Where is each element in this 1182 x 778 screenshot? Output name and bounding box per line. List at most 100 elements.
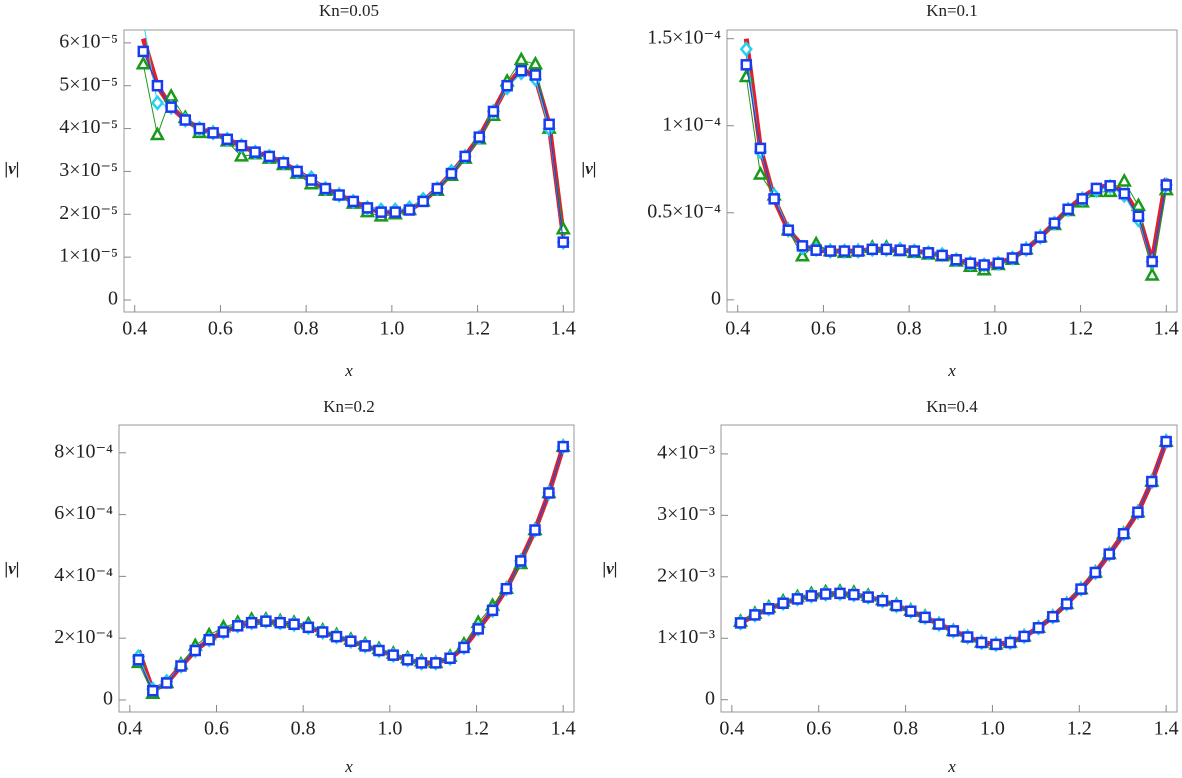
x-tick-label: 1.4 (1154, 718, 1179, 740)
x-tick-label: 1.0 (377, 718, 402, 740)
square-marker (1004, 636, 1016, 649)
square-marker (277, 157, 290, 169)
y-tick-label: 0 (711, 287, 721, 309)
y-tick-label: 2×10⁻⁴ (54, 626, 113, 648)
square-marker (515, 64, 528, 77)
square-marker (557, 236, 570, 248)
square-marker (472, 623, 484, 635)
panel: Kn=0.05 x |v| 0.4 0.6 0.8 1.0 1.2 1.4 0 1×10⁻⁵ 2×10… (4, 1, 575, 380)
square-marker (291, 165, 303, 178)
square-marker (777, 597, 789, 609)
y-axis-label: |v| (4, 559, 19, 578)
square-marker (500, 582, 513, 595)
x-tick-label: 1.4 (551, 318, 576, 340)
y-tick-label: 1.5×10⁻⁴ (647, 26, 721, 48)
square-marker (796, 240, 809, 252)
y-tick-label: 2×10⁻³ (657, 564, 715, 586)
plot-frame (726, 29, 1178, 313)
square-marker (415, 657, 428, 669)
triangle-marker (233, 147, 250, 162)
x-tick-label: 0.4 (719, 718, 744, 740)
y-axis-label: |v| (602, 559, 617, 578)
square-marker (347, 195, 360, 208)
y-tick-label: 6×10⁻⁵ (59, 30, 118, 52)
y-tick-label: 3×10⁻⁵ (59, 159, 118, 181)
square-marker (529, 524, 541, 536)
square-marker (473, 131, 486, 143)
square-marker (165, 101, 177, 113)
y-axis-label: |v| (581, 159, 596, 178)
square-marker (458, 641, 470, 654)
y-tick-label: 8×10⁻⁴ (54, 440, 113, 462)
square-marker (890, 599, 903, 612)
square-marker (749, 609, 761, 621)
panel-title: Kn=0.4 (926, 397, 978, 416)
square-marker (444, 652, 456, 664)
square-marker (838, 245, 851, 257)
square-marker (1034, 231, 1047, 243)
plot-frame (123, 29, 575, 313)
square-marker (459, 150, 471, 163)
square-marker (734, 617, 747, 629)
square-marker (1075, 583, 1087, 595)
square-marker (1048, 217, 1061, 229)
square-marker (417, 195, 429, 208)
triangle-marker (149, 126, 166, 141)
square-marker (1160, 435, 1172, 448)
x-tick-label: 1.2 (1067, 718, 1092, 740)
square-marker (330, 630, 343, 643)
x-tick-label: 1.2 (464, 718, 489, 740)
square-marker (1117, 528, 1130, 540)
x-tick-label: 0.4 (725, 318, 750, 340)
triangle-marker (527, 55, 544, 70)
square-marker (431, 182, 444, 195)
x-tick-label: 0.6 (204, 718, 229, 740)
square-marker (375, 206, 387, 218)
square-marker (866, 243, 879, 256)
square-marker (359, 640, 371, 652)
square-marker (305, 174, 318, 186)
x-tick-label: 0.8 (897, 318, 922, 340)
square-marker (819, 588, 832, 600)
square-marker (179, 114, 192, 126)
y-tick-label: 1×10⁻⁴ (662, 113, 721, 135)
square-marker (430, 657, 442, 669)
series-line (740, 441, 1167, 645)
x-tick-label: 1.4 (551, 718, 576, 740)
y-tick-label: 0 (705, 687, 715, 709)
square-marker (403, 204, 416, 216)
square-marker (1020, 243, 1032, 256)
triangle-marker (135, 55, 151, 70)
series-line (138, 446, 564, 690)
square-marker (919, 611, 931, 624)
square-marker (936, 249, 948, 262)
triangle-marker (1144, 266, 1160, 281)
square-marker (529, 69, 542, 81)
square-marker (132, 654, 145, 666)
square-marker (345, 635, 357, 648)
square-marker (235, 139, 248, 152)
x-tick-label: 1.0 (982, 318, 1007, 340)
square-marker (557, 440, 569, 453)
square-marker (933, 618, 945, 630)
square-marker (824, 245, 837, 257)
square-marker (193, 122, 206, 135)
square-marker (862, 591, 874, 603)
curve (743, 38, 1169, 268)
panel-title: Kn=0.1 (926, 1, 978, 20)
series-line (138, 446, 564, 692)
square-marker (782, 224, 795, 236)
square-marker (1160, 179, 1173, 191)
panel-title: Kn=0.05 (319, 1, 379, 20)
panel: Kn=0.1 x |v| 0.4 0.6 0.8 1.0 1.2 1.4 0 0.5×10⁻⁴ 1×1… (581, 1, 1178, 380)
square-marker (834, 587, 846, 600)
triangle-marker (513, 51, 529, 66)
y-tick-label: 4×10⁻³ (657, 441, 715, 463)
square-marker (908, 245, 921, 257)
square-marker (1146, 475, 1158, 488)
x-tick-label: 1.0 (379, 318, 404, 340)
panel: Kn=0.4 x |v| 0.4 0.6 0.8 1.0 1.2 1.4 0 1×10⁻³ 2×10⁻… (602, 397, 1178, 776)
square-marker (880, 243, 893, 256)
square-marker (768, 193, 780, 205)
